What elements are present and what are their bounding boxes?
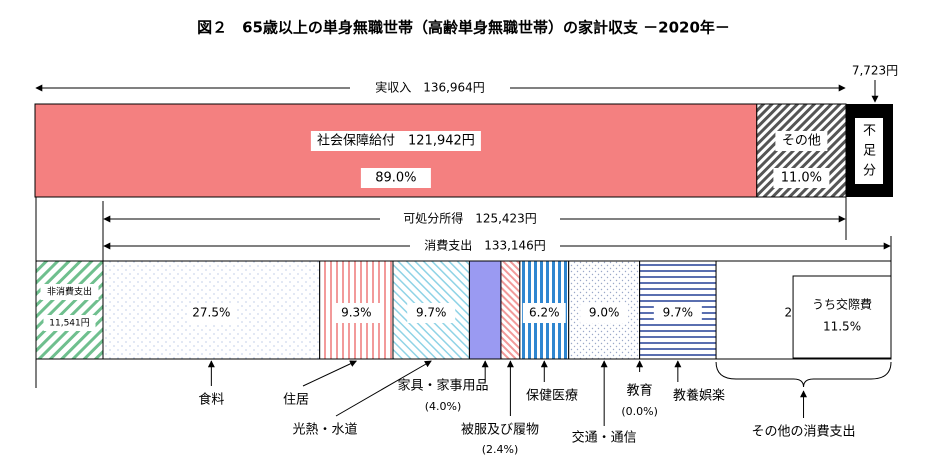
consumption-bar-label-6-bg [580,303,629,323]
education-label: 教育 [627,383,653,399]
deficit-char-2: 分 [863,164,876,179]
deficit-char-1: 足 [863,144,876,159]
income-other-label-bg [775,131,828,151]
consumption-bar-3 [468,260,502,360]
deficit-label-bg [855,118,883,184]
clothing-percent: (2.4%) [482,443,519,456]
other-consumption-label: その他の消費支出 [752,425,856,440]
consumption-total-label-bg [410,238,560,254]
consumption-bar-label-0-bg [187,303,236,323]
social-expenses-percent: 11.5% [823,320,861,334]
income-other-percent-bg [773,168,830,188]
deficit-value-label: 7,723円 [852,64,898,78]
non-consumption-value: 11,541円 [49,318,90,329]
social-security-percent-bg [360,168,431,188]
disposable-label: 可処分所得 125,423円 [403,211,537,226]
transport-label: 交通・通信 [572,430,637,446]
deficit-char-0: 不 [863,124,876,139]
consumption-bar-label-5-bg [522,303,566,323]
housing-leader [302,360,357,387]
food-label: 食料 [198,392,224,408]
non-consumption-bar [35,260,104,360]
chart-title: 図２ 65歳以上の単身無職世帯（高齢単身無職世帯）の家計収支 －2020年－ [197,19,730,37]
clothing-label: 被服及び履物 [461,423,539,438]
consumption-bar-label-6: 9.0% [589,306,620,320]
consumption-bar-label-8-bg [653,303,702,323]
consumption-bar-4 [500,260,521,360]
income-total-label: 実収入 136,964円 [375,80,485,95]
consumption-bar-label-2-bg [407,303,456,323]
income-total-label-bg [350,80,510,96]
consumption-bar-label-1-bg [332,303,381,323]
social-security-label: 社会保障給付 121,942円 [317,133,475,149]
consumption-bar-label-0: 27.5% [192,306,230,320]
utilities-label: 光熱・水道 [292,423,357,438]
housing-label: 住居 [283,393,309,408]
disposable-label-bg [380,211,560,227]
income-other-label: その他 [782,134,821,149]
consumption-bar-label-2: 9.7% [416,306,447,320]
consumption-bar-label-1: 9.3% [341,306,372,320]
consumption-bar-label-8: 9.7% [663,306,694,320]
non-consumption-value-bg [43,315,96,331]
consumption-total-label: 消費支出 133,146円 [424,238,546,253]
social-expenses-box [792,275,892,359]
other-consumption-brace [715,361,892,388]
social-security-percent: 89.0% [375,171,416,186]
income-other-percent: 11.0% [781,171,822,186]
consumption-bar-label-5: 6.2% [529,306,560,320]
health-label: 保健医療 [526,389,578,404]
furniture-percent: (4.0%) [425,400,462,413]
social-security-label-bg [310,131,481,151]
non-consumption-label: 非消費支出 [47,286,92,298]
culture-label: 教養娯楽 [673,388,725,404]
social-expenses-label: うち交際費 [812,297,872,312]
furniture-label: 家具・家事用品 [397,378,488,394]
utilities-leader [335,360,432,417]
non-consumption-label-bg [40,284,99,300]
education-percent: (0.0%) [621,405,658,418]
